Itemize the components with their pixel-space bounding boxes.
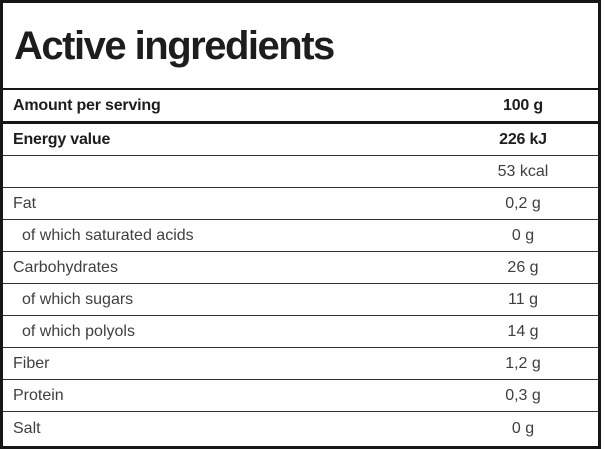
nutrient-label: Protein bbox=[13, 386, 64, 404]
page-title: Active ingredients bbox=[14, 23, 335, 68]
nutrient-label: Salt bbox=[13, 420, 41, 437]
nutrient-value: 11 g bbox=[508, 290, 538, 308]
nutrient-value: 0 g bbox=[511, 420, 535, 437]
nutrient-label: Fiber bbox=[13, 354, 50, 372]
nutrient-label: Fat bbox=[13, 194, 37, 212]
nutrient-label: of which polyols bbox=[22, 322, 135, 340]
serving-label: Amount per serving bbox=[13, 96, 161, 114]
nutrient-label: Energy value bbox=[13, 130, 111, 148]
table-row: Fiber 1,2 g bbox=[3, 348, 598, 380]
nutrient-value: 14 g bbox=[507, 322, 539, 340]
nutrient-label: Carbohydrates bbox=[13, 258, 118, 276]
table-title-block: Active ingredients bbox=[3, 3, 598, 90]
serving-header-row: Amount per serving 100 g bbox=[3, 90, 598, 124]
nutrient-label: of which sugars bbox=[22, 290, 134, 308]
table-row: 53 kcal bbox=[3, 156, 598, 188]
table-row: Energy value 226 kJ bbox=[3, 124, 598, 156]
nutrient-value: 53 kcal bbox=[497, 162, 549, 180]
nutrient-value: 0 g bbox=[511, 226, 535, 244]
table-row: Carbohydrates 26 g bbox=[3, 252, 598, 284]
table-row: Protein 0,3 g bbox=[3, 380, 598, 412]
table-row: of which sugars 11 g bbox=[3, 284, 598, 316]
nutrient-value: 26 g bbox=[507, 258, 539, 276]
nutrient-value: 0,2 g bbox=[505, 194, 541, 212]
table-row: Fat 0,2 g bbox=[3, 188, 598, 220]
table-row: of which polyols 14 g bbox=[3, 316, 598, 348]
nutrient-value: 1,2 g bbox=[505, 354, 541, 372]
serving-value: 100 g bbox=[503, 96, 543, 114]
table-row: of which saturated acids 0 g bbox=[3, 220, 598, 252]
nutrient-value: 0,3 g bbox=[505, 386, 541, 404]
nutrient-label: of which saturated acids bbox=[22, 226, 194, 244]
table-row: Salt 0 g bbox=[3, 412, 598, 446]
nutrient-value: 226 kJ bbox=[499, 130, 547, 148]
